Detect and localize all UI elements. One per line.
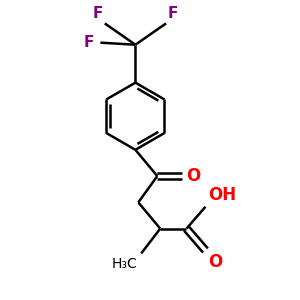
- Text: H₃C: H₃C: [112, 257, 138, 271]
- Text: F: F: [93, 6, 103, 21]
- Text: O: O: [208, 253, 223, 271]
- Text: O: O: [187, 167, 201, 185]
- Text: F: F: [167, 6, 178, 21]
- Text: OH: OH: [208, 186, 236, 204]
- Text: F: F: [84, 35, 94, 50]
